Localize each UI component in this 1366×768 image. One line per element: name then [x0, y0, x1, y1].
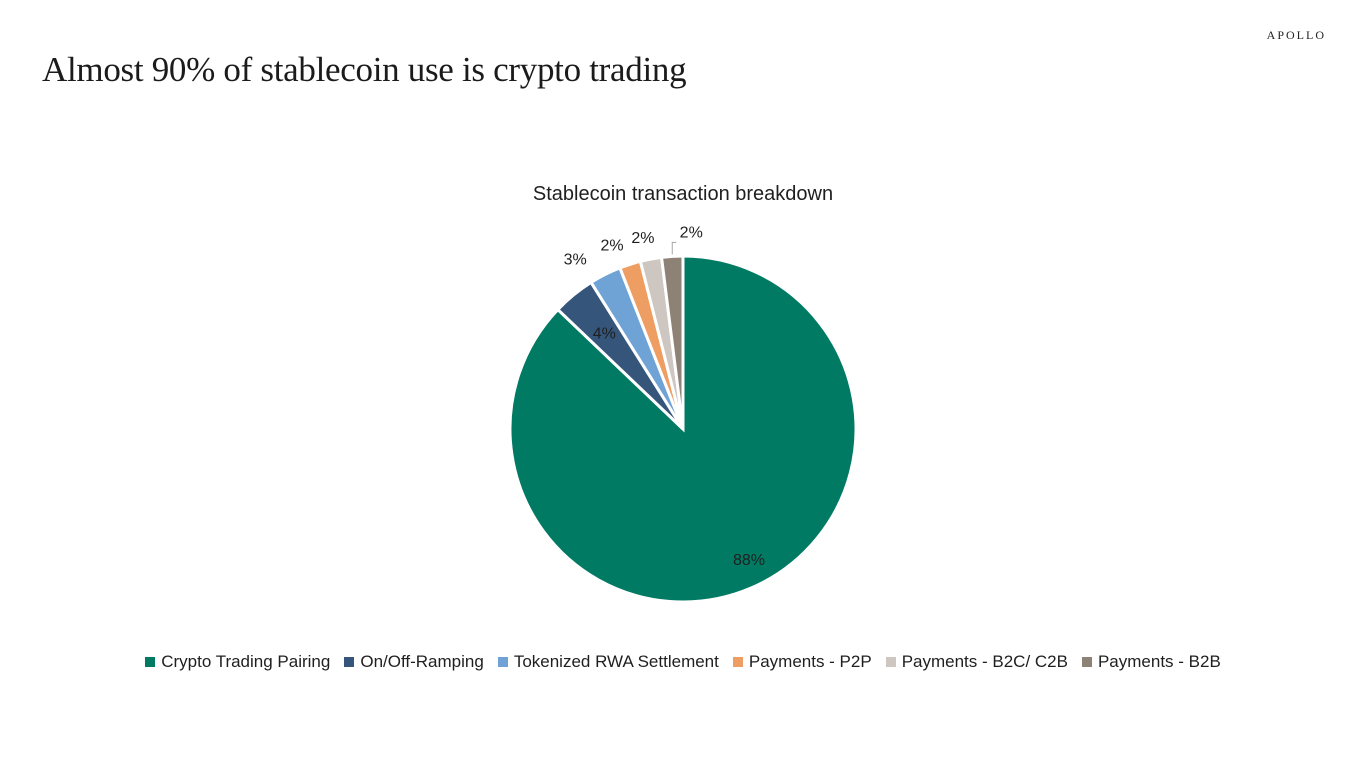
legend-item-payments-p2p: Payments - P2P — [732, 652, 872, 672]
legend-label: Payments - P2P — [748, 652, 872, 671]
data-label-payments-p2p: 2% — [600, 237, 623, 254]
chart-legend: Crypto Trading Pairing On/Off-Ramping Toke… — [0, 652, 1366, 672]
legend-item-tokenized-rwa-settlement: Tokenized RWA Settlement — [497, 652, 719, 672]
legend-swatch — [732, 657, 743, 667]
legend-swatch — [885, 657, 896, 667]
page-headline: Almost 90% of stablecoin use is crypto t… — [42, 50, 687, 89]
legend-label: Payments - B2C/ C2B — [901, 652, 1068, 671]
data-label-on-off-ramping: 4% — [593, 325, 616, 342]
data-label-tokenized-rwa-settlement: 3% — [564, 251, 587, 268]
legend-swatch — [344, 657, 355, 667]
legend-swatch — [1081, 657, 1092, 667]
chart-title: Stablecoin transaction breakdown — [532, 183, 834, 205]
pie-slice-payments-b2b — [659, 254, 685, 430]
legend-label: Payments - B2B — [1097, 652, 1221, 671]
legend-swatch — [145, 657, 156, 667]
brand-logo-text: APOLLO — [1266, 28, 1326, 42]
data-label-payments-b2b: 2% — [680, 224, 703, 241]
data-label-payments-b2c-c2b: 2% — [631, 230, 654, 247]
legend-item-payments-b2c-c2b: Payments - B2C/ C2B — [885, 652, 1068, 672]
data-label-crypto-trading-pairing: 88% — [733, 552, 765, 569]
legend-label: On/Off-Ramping — [360, 652, 484, 671]
legend-label: Tokenized RWA Settlement — [513, 652, 719, 671]
legend-item-crypto-trading-pairing: Crypto Trading Pairing — [145, 652, 330, 672]
legend-item-payments-b2b: Payments - B2B — [1081, 652, 1221, 672]
leader-line — [671, 241, 677, 255]
legend-swatch — [497, 657, 508, 667]
legend-item-on-off-ramping: On/Off-Ramping — [344, 652, 484, 672]
legend-label: Crypto Trading Pairing — [161, 652, 331, 671]
